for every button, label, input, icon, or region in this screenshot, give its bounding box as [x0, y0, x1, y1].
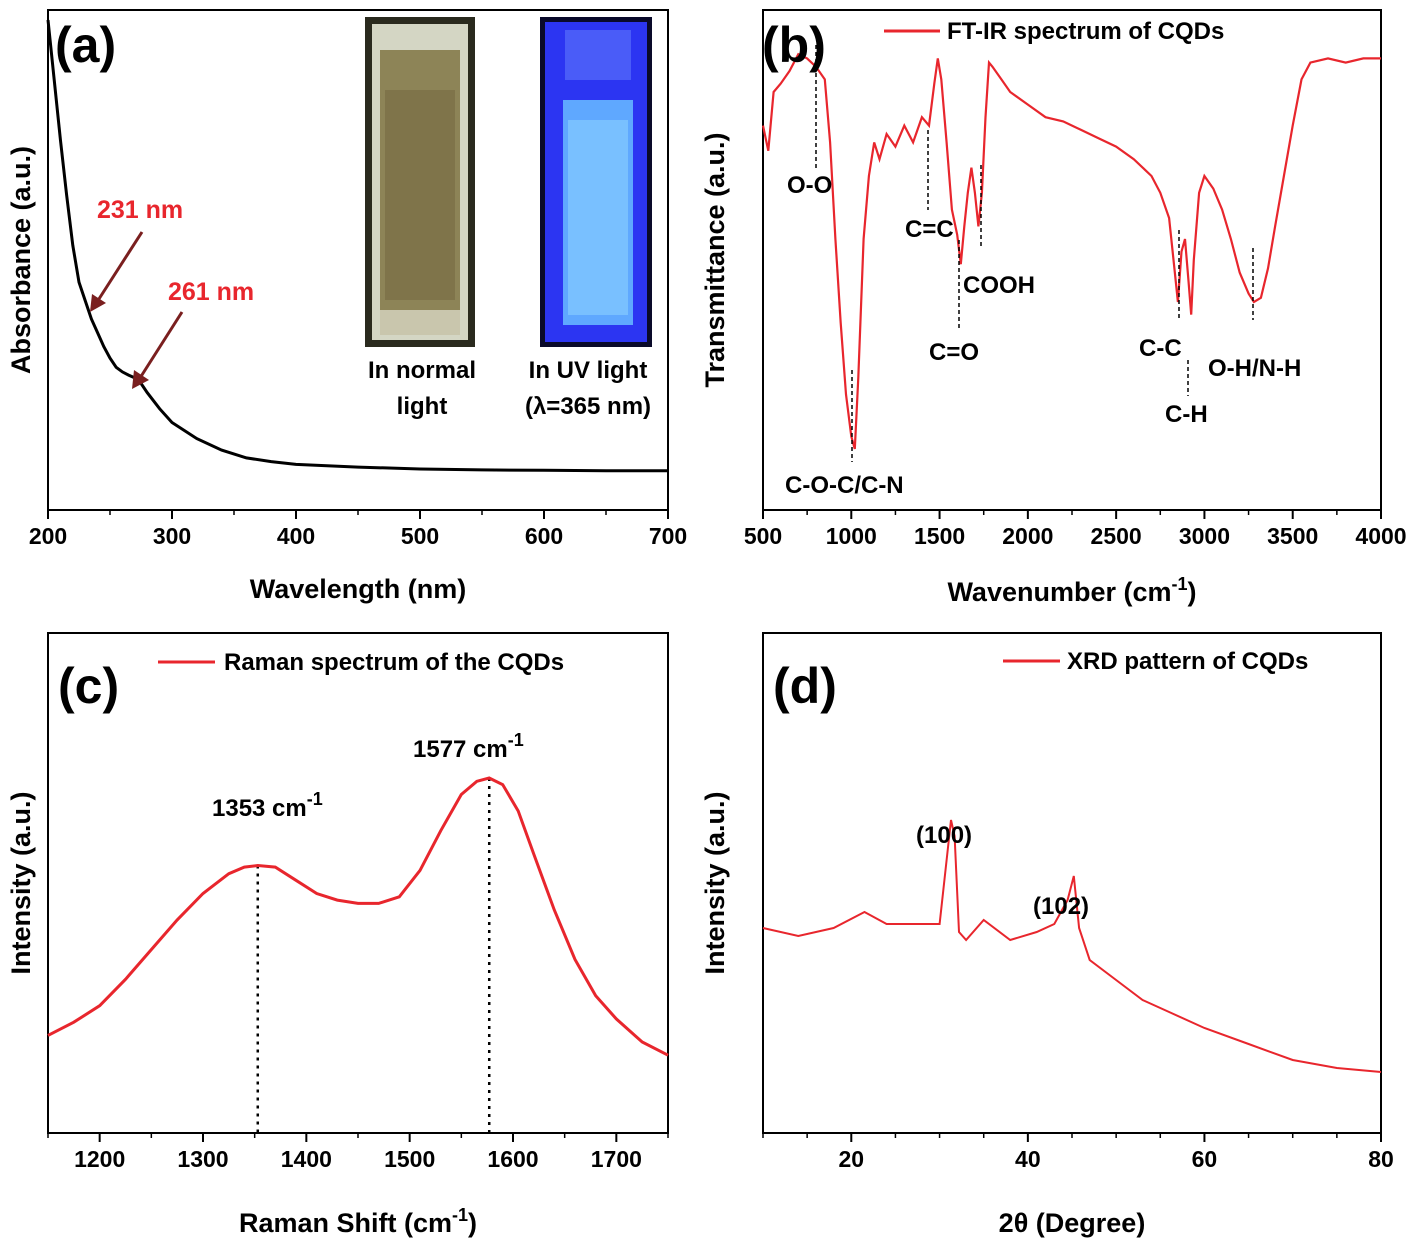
x-tick-label: 1600: [487, 1146, 538, 1172]
x-tick-label: 500: [744, 523, 782, 549]
x-tick-label: 3500: [1267, 523, 1318, 549]
inset-normal-caption-line2: light: [397, 393, 448, 420]
x-tick-label: 600: [525, 523, 563, 549]
x-tick-label: 1500: [914, 523, 965, 549]
panel-a-letter: (a): [55, 17, 116, 73]
x-tick-label: 20: [838, 1146, 864, 1172]
panel-c-raman-line: [47, 776, 669, 1057]
peak-label-cooh: COOH: [963, 272, 1035, 299]
peak-label-1353: 1353 cm-1: [212, 789, 323, 822]
panel-c-raman: 1200 1300 1400 1500 1600 1700 (c) Raman spect…: [6, 632, 669, 1238]
peak-label-o-o: O-O: [787, 172, 832, 199]
x-tick-label: 1200: [74, 1146, 125, 1172]
x-tick-label: 300: [153, 523, 191, 549]
x-tick-label: 1500: [384, 1146, 435, 1172]
panel-b-ftir: 500 1000 1500 2000 2500 3000 3500 4000 (b) FT-I…: [700, 9, 1407, 607]
inset-uv-caption-line1: In UV light: [529, 357, 648, 384]
x-tick-label: 1300: [177, 1146, 228, 1172]
x-tick-label: 500: [401, 523, 439, 549]
panel-b-x-ticks: 500 1000 1500 2000 2500 3000 3500 4000: [744, 510, 1407, 549]
x-tick-label: 4000: [1355, 523, 1406, 549]
x-tick-label: 1000: [826, 523, 877, 549]
panel-c-letter: (c): [58, 658, 119, 714]
panel-c-x-axis-title: Raman Shift (cm-1): [239, 1205, 477, 1238]
inset-uv-caption-line2: (λ=365 nm): [525, 393, 651, 420]
x-tick-label: 2000: [1002, 523, 1053, 549]
peak-label-c-o: C=O: [929, 339, 979, 366]
x-tick-label: 60: [1192, 1146, 1218, 1172]
peak-label-1577: 1577 cm-1: [413, 730, 524, 763]
peak-label-c-h: C-H: [1165, 401, 1208, 428]
x-tick-label: 700: [649, 523, 687, 549]
peak-label-c-c-double: C=C: [905, 216, 954, 243]
panel-a-x-ticks: 200 300 400 500 600 700: [29, 510, 687, 549]
annotation-231nm-label: 231 nm: [97, 196, 183, 224]
panel-b-legend: FT-IR spectrum of CQDs: [884, 18, 1224, 45]
panel-d-xrd: 20 40 60 80 (d) XRD pattern of CQDs (100) (…: [700, 632, 1394, 1238]
panel-c-legend: Raman spectrum of the CQDs: [158, 649, 564, 676]
peak-label-c-o-c: C-O-C/C-N: [785, 472, 904, 499]
panel-d-x-ticks: 20 40 60 80: [762, 1133, 1394, 1172]
panel-d-y-axis-title: Intensity (a.u.): [700, 791, 730, 974]
inset-normal-caption-line1: In normal: [368, 357, 476, 384]
peak-label-c-c: C-C: [1139, 335, 1182, 362]
x-tick-label: 400: [277, 523, 315, 549]
panel-d-x-axis-title: 2θ (Degree): [999, 1208, 1146, 1238]
panel-b-letter: (b): [762, 17, 826, 73]
panel-b-y-axis-title: Transmittance (a.u.): [700, 132, 730, 387]
x-tick-label: 80: [1368, 1146, 1394, 1172]
x-tick-label: 40: [1015, 1146, 1041, 1172]
x-tick-label: 2500: [1091, 523, 1142, 549]
panel-d-xrd-line: [762, 819, 1382, 1073]
panel-c-x-ticks: 1200 1300 1400 1500 1600 1700: [47, 1133, 669, 1172]
inset-normal-light-photo: [365, 17, 475, 347]
panel-c-frame: [47, 632, 669, 1134]
x-tick-label: 1400: [281, 1146, 332, 1172]
panel-a-y-axis-title: Absorbance (a.u.): [6, 146, 36, 374]
x-tick-label: 200: [29, 523, 67, 549]
panel-d-legend: XRD pattern of CQDs: [1003, 648, 1308, 675]
panel-d-legend-label: XRD pattern of CQDs: [1067, 648, 1308, 675]
annotation-261nm-label: 261 nm: [168, 278, 254, 306]
panel-b-ftir-line: [761, 52, 1381, 450]
peak-label-102: (102): [1033, 893, 1089, 920]
panel-c-peak-markers: [256, 778, 491, 1133]
peak-label-100: (100): [916, 822, 972, 849]
annotation-261nm: 261 nm: [132, 278, 254, 389]
x-tick-label: 3000: [1179, 523, 1230, 549]
panel-c-y-axis-title: Intensity (a.u.): [6, 791, 36, 974]
annotation-231nm: 231 nm: [90, 196, 183, 312]
peak-label-o-h: O-H/N-H: [1208, 355, 1301, 382]
panel-b-peak-markers: [815, 45, 1254, 462]
panel-b-x-axis-title: Wavenumber (cm-1): [947, 574, 1196, 607]
panel-a-x-axis-title: Wavelength (nm): [250, 574, 467, 604]
panel-d-letter: (d): [773, 658, 837, 714]
panel-a-uv-vis: 200 300 400 500 600 700 (a) In normal light I…: [6, 9, 687, 604]
panel-c-legend-label: Raman spectrum of the CQDs: [224, 649, 564, 676]
inset-uv-light-photo: [540, 17, 652, 347]
x-tick-label: 1700: [591, 1146, 642, 1172]
panel-b-legend-label: FT-IR spectrum of CQDs: [947, 18, 1224, 45]
